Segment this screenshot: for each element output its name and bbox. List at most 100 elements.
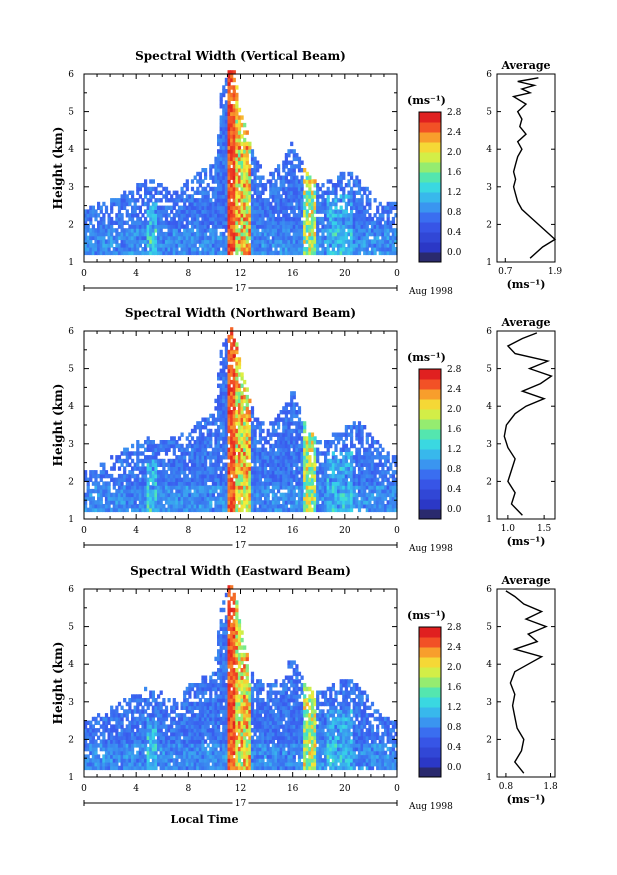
colorbar-swatch [419, 509, 441, 520]
colorbar-swatch [419, 727, 441, 738]
y-tick-label: 2 [68, 220, 74, 230]
y-axis-label: Height (km) [51, 642, 65, 725]
colorbar-swatch [419, 637, 441, 648]
colorbar-tick-label: 2.4 [447, 643, 462, 653]
colorbar-swatch [419, 459, 441, 470]
colorbar-swatch [419, 469, 441, 480]
y-axis-label: Height (km) [51, 127, 65, 210]
average-title: Average [500, 59, 550, 72]
colorbar-swatch [419, 627, 441, 638]
average-x-tick-label: 1.0 [501, 524, 516, 534]
y-tick-label: 4 [68, 402, 74, 412]
colorbar-tick-label: 0.8 [447, 208, 462, 218]
colorbar-tick-label: 1.2 [447, 188, 461, 198]
average-frame [496, 330, 556, 520]
average-profile-line [505, 590, 549, 774]
colorbar-swatch [419, 489, 441, 500]
average-profile-line [503, 332, 553, 516]
average-y-tick-label: 6 [486, 70, 492, 80]
date-label: Aug 1998 [408, 287, 453, 297]
colorbar-tick-label: 0.0 [447, 763, 462, 773]
average-y-tick-label: 4 [486, 145, 492, 155]
x-tick-label: 12 [235, 784, 246, 794]
y-tick-label: 6 [68, 327, 74, 337]
x-tick-label: 0 [81, 784, 87, 794]
average-y-tick-label: 1 [486, 773, 492, 783]
colorbar-tick-label: 2.4 [447, 128, 462, 138]
y-tick-label: 4 [68, 660, 74, 670]
average-y-tick-label: 1 [486, 515, 492, 525]
x-tick-label: 4 [133, 269, 139, 279]
y-tick-label: 5 [68, 623, 74, 633]
x-tick-label: 8 [185, 269, 191, 279]
colorbar-swatch [419, 252, 441, 263]
colorbar-swatch [419, 737, 441, 748]
y-tick-label: 2 [68, 735, 74, 745]
colorbar-swatch [419, 132, 441, 143]
colorbar-tick-label: 0.4 [447, 485, 462, 495]
colorbar-tick-label: 0.4 [447, 743, 462, 753]
plot-title: Spectral Width (Eastward Beam) [130, 564, 351, 578]
colorbar-tick-label: 0.0 [447, 248, 462, 258]
colorbar-swatch [419, 757, 441, 768]
x-tick-label: 8 [185, 526, 191, 536]
colorbar-swatch [419, 242, 441, 253]
x-tick-label: 0 [81, 269, 87, 279]
colorbar-tick-label: 0.0 [447, 505, 462, 515]
average-x-axis-label: (ms⁻¹) [507, 278, 546, 291]
colorbar-tick-label: 1.6 [447, 425, 462, 435]
colorbar-swatch [419, 409, 441, 420]
y-tick-label: 6 [68, 585, 74, 595]
colorbar-swatch [419, 112, 441, 123]
day-label: 17 [235, 541, 247, 551]
average-x-tick-label: 0.7 [498, 267, 513, 277]
colorbar-swatch [419, 182, 441, 193]
colorbar-swatch [419, 677, 441, 688]
average-y-tick-label: 3 [486, 440, 492, 450]
y-axis-label: Height (km) [51, 384, 65, 467]
colorbar-swatch [419, 192, 441, 203]
y-tick-label: 6 [68, 70, 74, 80]
colorbar-swatch [419, 449, 441, 460]
average-y-tick-label: 2 [486, 735, 492, 745]
colorbar-swatch [419, 122, 441, 133]
average-x-tick-label: 1.9 [548, 267, 563, 277]
average-y-tick-label: 2 [486, 477, 492, 487]
average-x-tick-label: 1.5 [537, 524, 552, 534]
average-y-tick-label: 5 [486, 623, 492, 633]
colorbar-tick-label: 2.0 [447, 148, 462, 158]
y-tick-label: 4 [68, 145, 74, 155]
average-title: Average [500, 574, 550, 587]
average-y-tick-label: 2 [486, 220, 492, 230]
average-y-tick-label: 6 [486, 585, 492, 595]
y-tick-label: 5 [68, 365, 74, 375]
y-tick-label: 5 [68, 108, 74, 118]
average-x-tick-label: 1.8 [543, 782, 558, 792]
y-tick-label: 1 [68, 258, 74, 268]
colorbar-tick-label: 1.6 [447, 168, 462, 178]
x-tick-label: 12 [235, 526, 246, 536]
average-y-tick-label: 6 [486, 327, 492, 337]
y-tick-label: 3 [68, 698, 74, 708]
colorbar-swatch [419, 399, 441, 410]
colorbar-swatch [419, 687, 441, 698]
colorbar-swatch [419, 162, 441, 173]
colorbar-swatch [419, 697, 441, 708]
day-label: 17 [235, 284, 247, 294]
x-tick-label: 0 [394, 269, 400, 279]
y-tick-label: 3 [68, 440, 74, 450]
colorbar-swatch [419, 232, 441, 243]
date-label: Aug 1998 [408, 802, 453, 812]
colorbar-tick-label: 2.0 [447, 405, 462, 415]
colorbar-swatch [419, 222, 441, 233]
x-tick-label: 16 [287, 526, 299, 536]
colorbar-tick-label: 0.8 [447, 723, 462, 733]
average-y-tick-label: 3 [486, 698, 492, 708]
average-y-tick-label: 3 [486, 183, 492, 193]
colorbar-unit: (ms⁻¹) [407, 351, 446, 364]
plot-title: Spectral Width (Northward Beam) [125, 306, 356, 320]
colorbar-tick-label: 0.4 [447, 228, 462, 238]
heatmap-cells [84, 70, 398, 256]
colorbar-tick-label: 2.8 [447, 365, 462, 375]
